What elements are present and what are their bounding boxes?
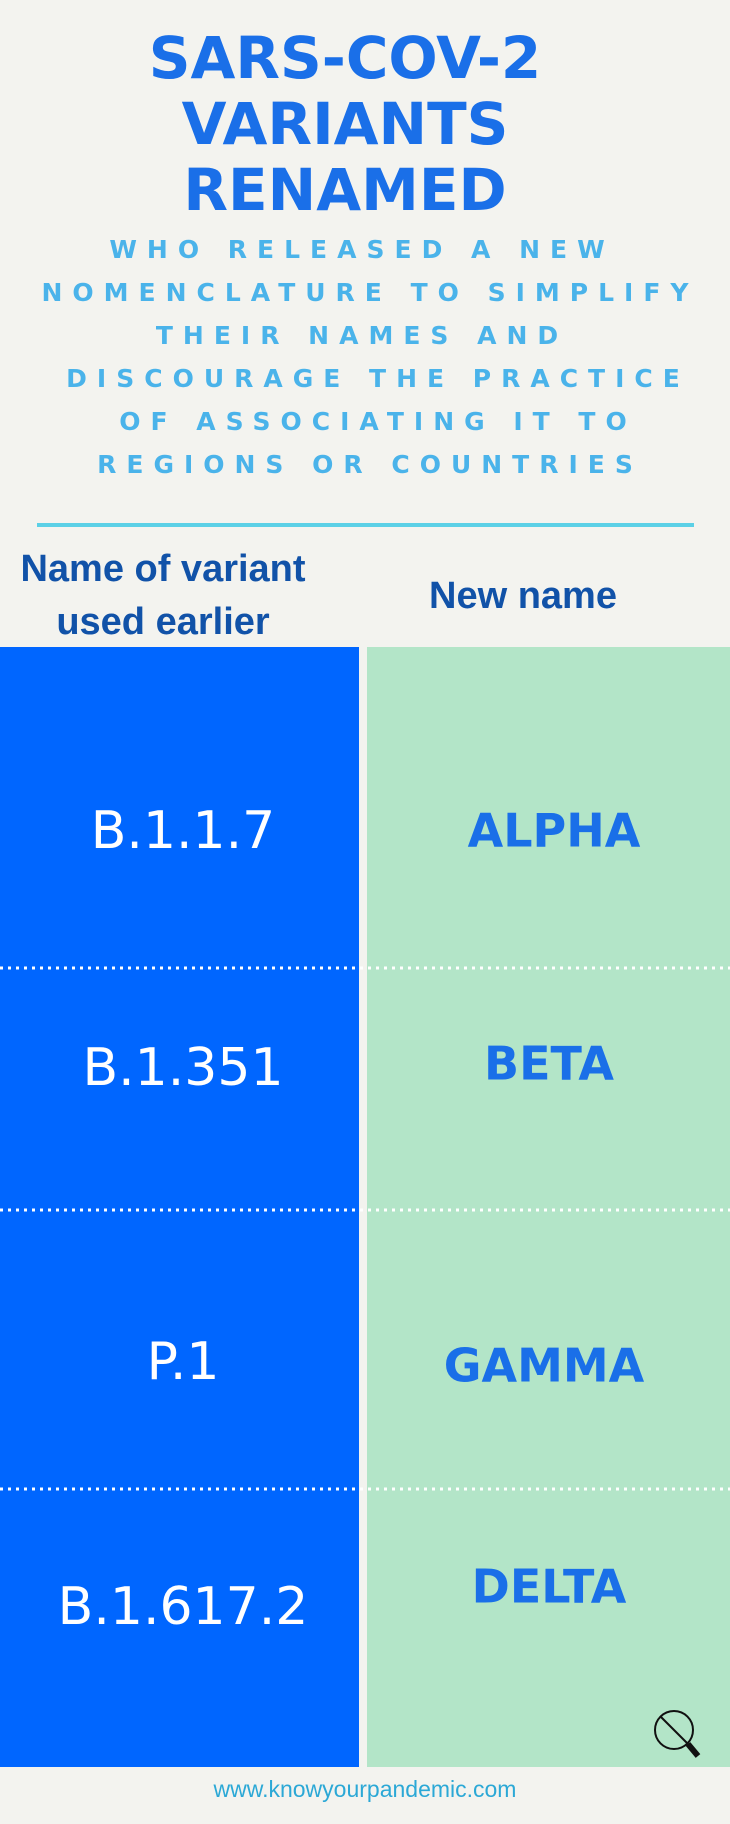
title-line: RENAMED [183, 156, 506, 224]
column-header: used earlier [56, 601, 270, 643]
column-header: New name [429, 575, 617, 617]
new-name: DELTA [472, 1560, 627, 1614]
new-name-column [367, 647, 730, 1767]
logo-icon [654, 1710, 701, 1758]
footer-link[interactable]: www.knowyourpandemic.com [213, 1776, 517, 1802]
old-name: B.1.1.7 [91, 801, 276, 861]
new-name: BETA [484, 1037, 614, 1091]
subtitle-line: DISCOURAGE THE PRACTICE [66, 364, 690, 393]
title-line: SARS-COV-2 [149, 24, 542, 92]
subtitle-line: OF ASSOCIATING IT TO [119, 407, 636, 436]
old-name: P.1 [147, 1332, 220, 1392]
column-header: Name of variant [20, 548, 305, 590]
new-name: ALPHA [468, 804, 641, 858]
subtitle-line: REGIONS OR COUNTRIES [97, 450, 643, 479]
subtitle-line: WHO RELEASED A NEW [109, 235, 614, 264]
new-name: GAMMA [444, 1339, 645, 1393]
old-name-column [0, 647, 359, 1767]
old-name: B.1.351 [82, 1038, 283, 1098]
title-line: VARIANTS [182, 90, 509, 158]
subtitle-line: THEIR NAMES AND [156, 321, 568, 350]
old-name: B.1.617.2 [58, 1577, 309, 1637]
subtitle-line: NOMENCLATURE TO SIMPLIFY [41, 278, 698, 307]
